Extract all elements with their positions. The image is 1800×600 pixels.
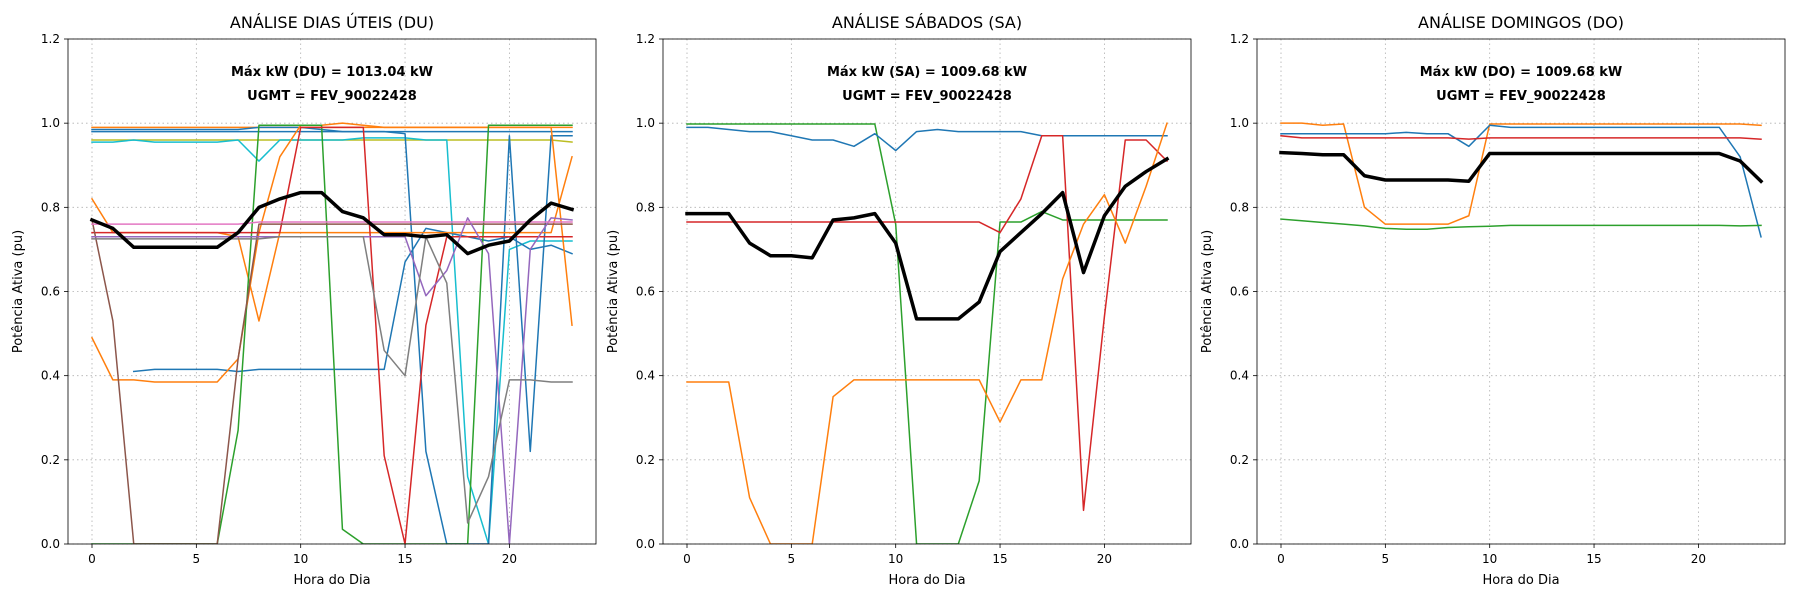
chart-title: ANÁLISE DOMINGOS (DO) [1418, 13, 1624, 32]
series-line-8 [91, 124, 573, 544]
annotation-text: Máx kW (DU) = 1013.04 kW [231, 65, 433, 80]
x-tick-label: 15 [1586, 552, 1601, 566]
annotation-text: Máx kW (DO) = 1009.68 kW [1420, 65, 1623, 80]
y-tick-label: 0.2 [636, 453, 655, 467]
x-tick-label: 0 [1277, 552, 1285, 566]
chart-panel-1: 0 5 10 15 20 0.0 0.2 0.4 0.6 0.8 1.0 1.2 ANÁLISE SÁB… [606, 13, 1192, 588]
y-tick-label: 0.0 [41, 537, 60, 551]
series-line-1 [686, 126, 1168, 152]
series-line-2 [1280, 134, 1762, 140]
x-tick-label: 20 [1097, 552, 1112, 566]
series-line-4 [132, 227, 573, 373]
x-tick-label: 10 [888, 552, 903, 566]
series-line-10 [91, 219, 573, 544]
series-line-7 [90, 122, 573, 383]
series-line-0 [686, 123, 1168, 544]
series-group [1279, 122, 1764, 238]
y-axis-label: Potência Ativa (pu) [1200, 230, 1215, 353]
annotation-text: UGMT = FEV_90022428 [1436, 89, 1606, 104]
y-tick-label: 1.2 [41, 32, 60, 46]
y-tick-label: 1.2 [1230, 32, 1249, 46]
x-tick-label: 15 [397, 552, 412, 566]
y-tick-label: 1.2 [636, 32, 655, 46]
y-tick-label: 0.6 [1230, 285, 1249, 299]
y-tick-label: 1.0 [1230, 116, 1249, 130]
y-tick-label: 0.2 [41, 453, 60, 467]
series-line-14 [89, 190, 575, 256]
series-line-2 [686, 135, 1169, 512]
chart-panel-0: 0 5 10 15 20 0.0 0.2 0.4 0.6 0.8 1.0 1.2 ANÁLISE DIA… [11, 13, 597, 588]
series-line-5 [91, 126, 573, 544]
x-axis-label: Hora do Dia [293, 573, 370, 588]
series-line-4 [685, 156, 1170, 321]
x-axis-label: Hora do Dia [888, 573, 965, 588]
x-tick-label: 20 [1691, 552, 1706, 566]
chart-title: ANÁLISE SÁBADOS (SA) [832, 13, 1022, 32]
y-tick-label: 0.6 [41, 285, 60, 299]
y-tick-label: 0.0 [1230, 537, 1249, 551]
chart-panel-2: 0 5 10 15 20 0.0 0.2 0.4 0.6 0.8 1.0 1.2 ANÁLISE DOM… [1200, 13, 1786, 588]
y-tick-label: 0.8 [636, 200, 655, 214]
series-line-3 [91, 137, 573, 544]
y-tick-label: 0.4 [1230, 369, 1249, 383]
series-line-9 [91, 126, 573, 544]
series-line-12 [91, 236, 573, 524]
x-tick-label: 5 [1382, 552, 1390, 566]
annotation-text: UGMT = FEV_90022428 [842, 89, 1012, 104]
chart-title: ANÁLISE DIAS ÚTEIS (DU) [230, 13, 434, 32]
axes-frame [1256, 38, 1786, 545]
annotation-text: Máx kW (SA) = 1009.68 kW [827, 65, 1027, 80]
x-axis-label: Hora do Dia [1482, 573, 1559, 588]
series-group [89, 122, 575, 544]
series-line-0 [1280, 122, 1762, 225]
x-tick-label: 5 [193, 552, 201, 566]
series-line-1 [1280, 124, 1762, 238]
x-tick-label: 10 [1482, 552, 1497, 566]
x-tick-label: 0 [88, 552, 96, 566]
axes-frame [662, 38, 1192, 545]
series-line-4 [1279, 150, 1764, 184]
y-axis-label: Potência Ativa (pu) [606, 230, 621, 353]
y-tick-label: 0.8 [1230, 200, 1249, 214]
x-tick-label: 20 [502, 552, 517, 566]
y-tick-label: 0.8 [41, 200, 60, 214]
y-tick-label: 0.2 [1230, 453, 1249, 467]
y-tick-label: 1.0 [41, 116, 60, 130]
y-tick-label: 0.0 [636, 537, 655, 551]
x-tick-label: 0 [683, 552, 691, 566]
y-tick-label: 0.6 [636, 285, 655, 299]
series-line-13 [91, 221, 573, 225]
series-line-3 [686, 122, 1168, 544]
axes-frame [67, 38, 597, 545]
y-tick-label: 0.4 [41, 369, 60, 383]
series-line-3 [1280, 218, 1762, 230]
y-tick-label: 1.0 [636, 116, 655, 130]
y-axis-label: Potência Ativa (pu) [11, 230, 26, 353]
x-tick-label: 10 [293, 552, 308, 566]
x-tick-label: 15 [992, 552, 1007, 566]
x-tick-label: 5 [788, 552, 796, 566]
series-group [685, 122, 1170, 544]
y-tick-label: 0.4 [636, 369, 655, 383]
annotation-text: UGMT = FEV_90022428 [247, 89, 417, 104]
